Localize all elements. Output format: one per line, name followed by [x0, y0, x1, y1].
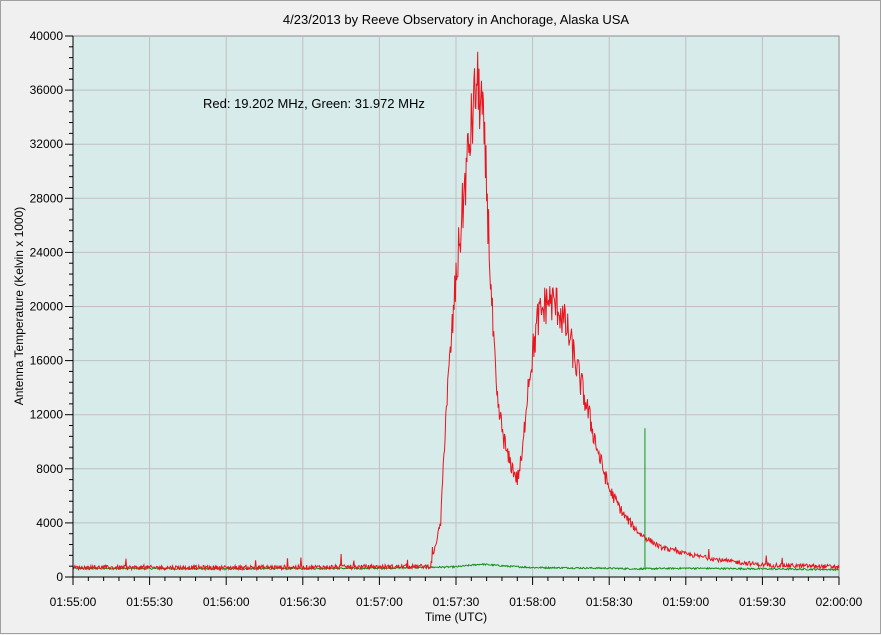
x-tick-label: 01:57:00: [356, 595, 403, 609]
x-tick-label: 01:57:30: [433, 595, 480, 609]
y-tick-label: 8000: [36, 462, 63, 476]
y-tick-label: 40000: [30, 29, 64, 43]
y-tick-label: 36000: [30, 83, 64, 97]
y-tick-label: 12000: [30, 408, 64, 422]
series-line-red: [72, 51, 840, 572]
series-layer: [72, 51, 840, 572]
x-tick-label: 01:59:30: [739, 595, 786, 609]
x-tick-label: 01:58:30: [586, 595, 633, 609]
x-tick-label: 01:55:30: [126, 595, 173, 609]
series-annotation: Red: 19.202 MHz, Green: 31.972 MHz: [203, 96, 425, 111]
y-tick-label: 24000: [30, 245, 64, 259]
chart-title: 4/23/2013 by Reeve Observatory in Anchor…: [283, 12, 629, 27]
x-tick-label: 01:55:00: [50, 595, 97, 609]
y-tick-label: 32000: [30, 137, 64, 151]
y-tick-label: 20000: [30, 300, 64, 314]
x-axis-label: Time (UTC): [425, 610, 487, 624]
y-tick-label: 16000: [30, 354, 64, 368]
y-tick-label: 0: [56, 570, 63, 584]
series-line-green: [72, 562, 840, 572]
x-tick-label: 01:58:00: [509, 595, 556, 609]
grid-lines: [73, 36, 839, 577]
y-tick-label: 4000: [36, 516, 63, 530]
x-tick-label: 01:59:00: [662, 595, 709, 609]
y-tick-label: 28000: [30, 191, 64, 205]
x-tick-label: 01:56:00: [203, 595, 250, 609]
x-tick-label: 02:00:00: [816, 595, 863, 609]
axes: 01:55:00 01:55:30 01:56:00 01:56:30 01:57:00…: [30, 29, 863, 609]
y-axis-label: Antenna Temperature (Kelvin x 1000): [12, 207, 26, 406]
x-tick-label: 01:56:30: [279, 595, 326, 609]
